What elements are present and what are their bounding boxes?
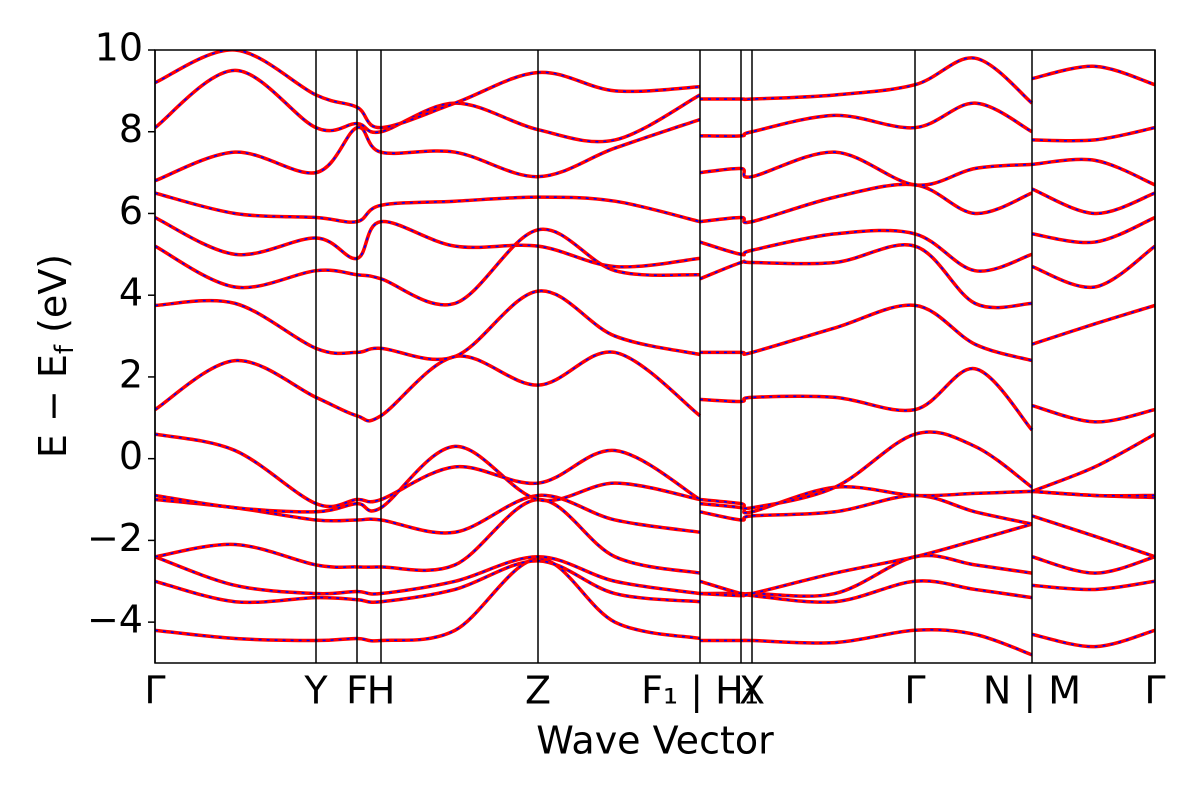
y-tick-label: 2 — [119, 352, 143, 396]
band-line-dashed — [155, 290, 1155, 362]
x-tick-label: N | M — [983, 669, 1081, 714]
band-line-dashed — [155, 183, 1155, 224]
x-tick-label: Γ — [904, 669, 925, 713]
y-tick-label: 4 — [119, 271, 143, 315]
x-tick-label: F₁ | H₁ — [641, 669, 759, 714]
x-tick-label: Γ — [144, 669, 165, 713]
y-axis-label-sub: f — [50, 344, 80, 354]
y-tick-label: −2 — [87, 516, 143, 560]
y-tick-label: 6 — [119, 189, 143, 233]
y-tick-label: 0 — [119, 434, 143, 478]
y-axis-label-main: E − E — [31, 354, 75, 458]
band-line — [155, 430, 1155, 511]
y-axis-label: E − Ef (eV) — [31, 254, 80, 458]
x-axis-label: Wave Vector — [536, 719, 774, 763]
x-tick-label: Γ — [1144, 669, 1165, 713]
plot-frame — [154, 49, 1156, 664]
y-tick-label: 10 — [95, 26, 143, 70]
band-line-dashed — [155, 69, 1155, 143]
band-line — [155, 444, 1155, 515]
band-line-dashed — [155, 118, 1155, 186]
band-line — [155, 497, 1155, 598]
band-line — [155, 350, 1155, 432]
band-line-dashed — [155, 445, 1155, 514]
band-line-dashed — [155, 498, 1155, 597]
x-tick-label: F — [346, 669, 368, 713]
x-tick-label: Z — [525, 669, 551, 713]
band-line — [155, 557, 1155, 657]
band-line — [155, 289, 1155, 363]
band-line — [155, 117, 1155, 187]
x-tick-label: Y — [303, 669, 328, 713]
bands — [155, 50, 1155, 657]
band-line — [155, 68, 1155, 144]
band-line-dashed — [155, 351, 1155, 431]
x-tick-label: H — [367, 669, 396, 713]
band-line — [155, 215, 1155, 273]
y-tick-label: −4 — [87, 598, 143, 642]
y-axis-label-unit: (eV) — [31, 254, 75, 345]
x-tick-label: X — [739, 669, 765, 713]
band-line-dashed — [155, 228, 1155, 309]
y-tick-label: 8 — [119, 107, 143, 151]
